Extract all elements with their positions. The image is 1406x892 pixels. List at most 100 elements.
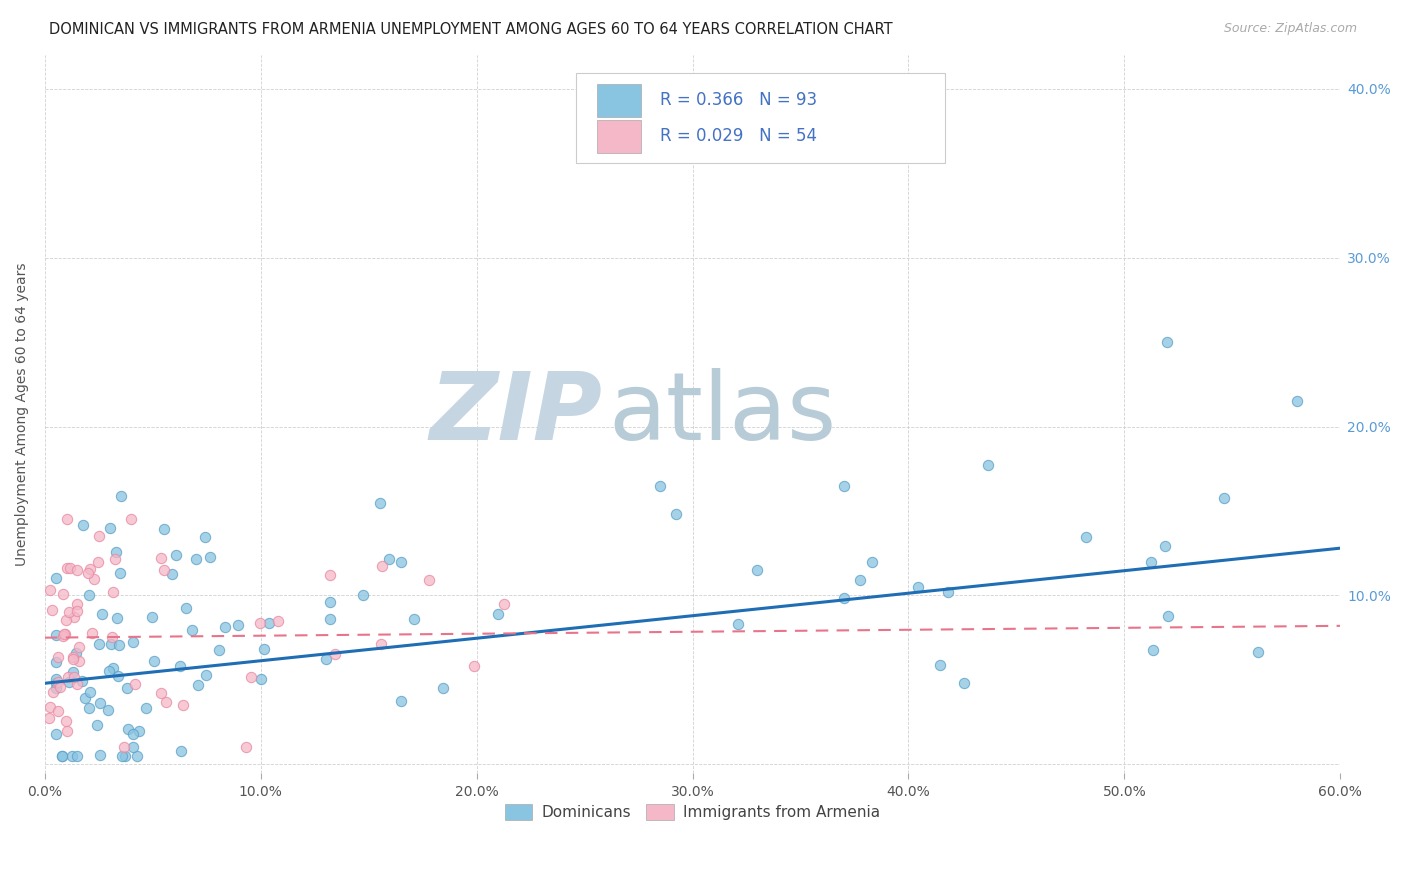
Point — [319, 595, 342, 609]
Point — [250, 673, 273, 687]
Point — [101, 630, 124, 644]
Point — [66, 748, 89, 763]
Point — [486, 607, 509, 621]
Point — [41, 602, 63, 616]
Point — [172, 698, 194, 713]
Point — [319, 612, 342, 626]
Point — [56, 670, 79, 684]
Point — [1076, 530, 1098, 544]
Point — [249, 616, 271, 631]
Point — [928, 657, 950, 672]
Point — [77, 566, 100, 580]
Point — [89, 747, 111, 762]
Point — [55, 714, 77, 728]
Point — [122, 727, 145, 741]
Point — [214, 620, 236, 634]
Point — [90, 607, 112, 621]
Point — [150, 685, 173, 699]
Point — [1246, 645, 1268, 659]
Point — [86, 718, 108, 732]
Point — [62, 650, 84, 665]
Point — [176, 600, 198, 615]
Point — [378, 552, 401, 566]
Point — [187, 678, 209, 692]
Point — [87, 529, 110, 543]
Point — [97, 664, 120, 678]
Point — [319, 568, 342, 582]
Point — [432, 681, 454, 695]
Point — [1285, 394, 1308, 409]
Point — [120, 512, 142, 526]
Point — [208, 643, 231, 657]
Point — [1157, 609, 1180, 624]
Point — [226, 618, 249, 632]
Point — [745, 563, 768, 577]
Point — [953, 675, 976, 690]
Point — [45, 681, 67, 695]
Point — [75, 690, 97, 705]
Point — [117, 723, 139, 737]
Point — [66, 604, 89, 618]
Point — [97, 703, 120, 717]
Point — [848, 573, 870, 587]
Point — [105, 545, 128, 559]
Point — [107, 669, 129, 683]
Point — [72, 518, 94, 533]
Legend: Dominicans, Immigrants from Armenia: Dominicans, Immigrants from Armenia — [499, 797, 886, 826]
Point — [180, 623, 202, 637]
Point — [463, 658, 485, 673]
Point — [832, 479, 855, 493]
Point — [103, 584, 125, 599]
Point — [323, 648, 346, 662]
Point — [153, 522, 176, 536]
Point — [79, 685, 101, 699]
Point — [389, 694, 412, 708]
Point — [315, 652, 337, 666]
Point — [66, 563, 89, 577]
Point — [45, 628, 67, 642]
Point — [46, 675, 69, 690]
Point — [142, 654, 165, 668]
Y-axis label: Unemployment Among Ages 60 to 64 years: Unemployment Among Ages 60 to 64 years — [15, 262, 30, 566]
Point — [1156, 335, 1178, 350]
Point — [45, 676, 67, 690]
Point — [63, 670, 86, 684]
Point — [240, 670, 263, 684]
Point — [52, 629, 75, 643]
Text: R = 0.029   N = 54: R = 0.029 N = 54 — [661, 128, 817, 145]
Point — [51, 748, 73, 763]
Point — [89, 696, 111, 710]
Point — [65, 677, 87, 691]
Point — [42, 685, 65, 699]
Point — [66, 597, 89, 611]
Point — [52, 626, 75, 640]
Point — [105, 611, 128, 625]
Point — [253, 642, 276, 657]
Point — [1213, 491, 1236, 505]
Point — [59, 561, 82, 575]
Point — [860, 555, 883, 569]
Point — [70, 673, 93, 688]
Point — [45, 655, 67, 669]
Point — [184, 551, 207, 566]
Point — [832, 591, 855, 605]
Point — [49, 681, 72, 695]
Point — [100, 637, 122, 651]
Point — [53, 627, 76, 641]
Point — [152, 563, 174, 577]
Point — [55, 613, 77, 627]
Point — [114, 748, 136, 763]
Point — [67, 640, 90, 654]
Point — [51, 748, 73, 763]
Point — [60, 748, 83, 763]
Point — [389, 555, 412, 569]
Point — [257, 616, 280, 631]
Point — [122, 635, 145, 649]
Point — [80, 625, 103, 640]
Point — [52, 587, 75, 601]
Point — [194, 530, 217, 544]
Point — [65, 646, 87, 660]
Point — [62, 652, 84, 666]
Point — [104, 551, 127, 566]
Point — [55, 512, 77, 526]
